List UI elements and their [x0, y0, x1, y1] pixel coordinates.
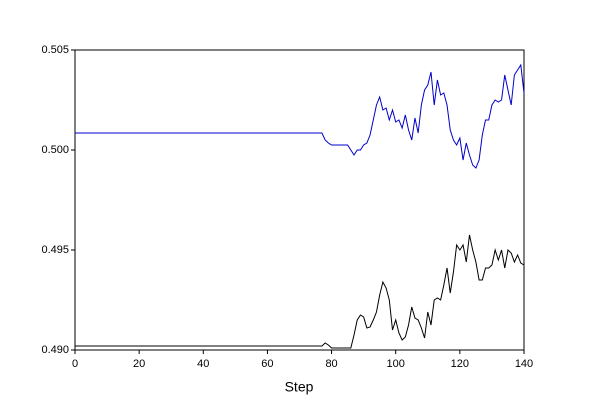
x-tick-label: 60 [261, 358, 273, 370]
x-tick-label: 0 [72, 358, 78, 370]
y-tick-label: 0.500 [41, 144, 69, 156]
y-tick-label: 0.490 [41, 344, 69, 356]
x-tick-label: 140 [515, 358, 533, 370]
x-tick-label: 80 [325, 358, 337, 370]
x-tick-label: 100 [387, 358, 405, 370]
y-tick-label: 0.505 [41, 44, 69, 56]
x-tick-label: 120 [451, 358, 469, 370]
x-axis-label: Step [285, 379, 314, 395]
x-tick-label: 40 [197, 358, 209, 370]
plot-frame [74, 49, 525, 351]
series-line [75, 63, 525, 169]
series-line [75, 234, 525, 349]
y-tick-label: 0.495 [41, 244, 69, 256]
x-tick-label: 20 [133, 358, 145, 370]
